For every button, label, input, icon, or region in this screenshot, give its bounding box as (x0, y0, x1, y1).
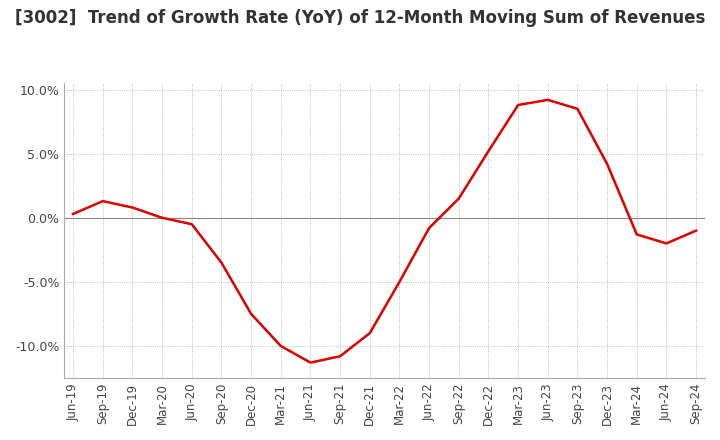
Text: [3002]  Trend of Growth Rate (YoY) of 12-Month Moving Sum of Revenues: [3002] Trend of Growth Rate (YoY) of 12-… (15, 9, 705, 27)
